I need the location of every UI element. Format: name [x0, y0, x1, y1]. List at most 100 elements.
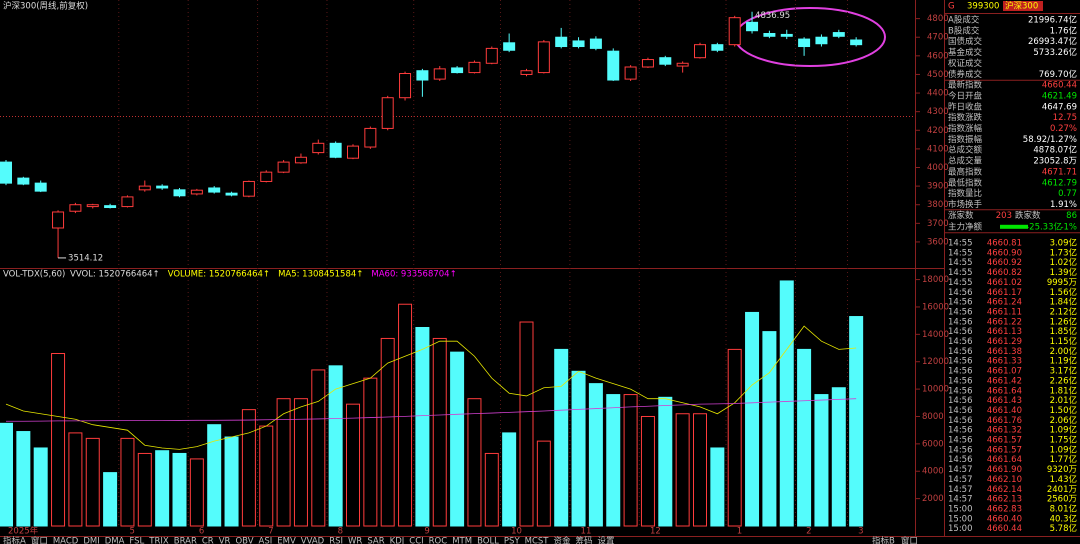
- tab[interactable]: 指标B: [872, 536, 895, 544]
- trade-volume: 5.78亿: [1050, 523, 1077, 534]
- candle-body: [190, 189, 203, 195]
- panel-name: 沪深300: [1005, 1, 1038, 12]
- trade-volume: 1.09亿: [1050, 425, 1077, 436]
- tab[interactable]: CR: [202, 537, 214, 544]
- tab[interactable]: SAR: [367, 537, 384, 544]
- trade-price: 4661.90: [987, 465, 1022, 475]
- trade-price: 4661.33: [987, 357, 1022, 367]
- tab[interactable]: RSI: [329, 537, 343, 544]
- y-tick-label: 4800: [927, 14, 949, 24]
- trade-time: 14:55: [948, 258, 973, 268]
- tab[interactable]: OBV: [235, 537, 253, 544]
- trade-time: 14:56: [948, 298, 973, 308]
- trade-volume: 40.3亿: [1050, 513, 1077, 524]
- tab[interactable]: EMV: [277, 537, 296, 544]
- volume-bar: [797, 348, 812, 527]
- tab[interactable]: ROC: [429, 537, 448, 544]
- trade-volume: 2.06亿: [1050, 415, 1077, 426]
- trade-time: 14:56: [948, 436, 973, 446]
- tab[interactable]: 窗口: [901, 536, 918, 544]
- trade-volume: 1.81亿: [1050, 385, 1077, 396]
- tab[interactable]: VR: [219, 537, 231, 544]
- tab[interactable]: 筹码: [576, 536, 593, 544]
- tab[interactable]: DMI: [83, 537, 99, 544]
- y-tick-label: 18000: [922, 275, 949, 285]
- x-tick-label: 12: [650, 527, 661, 537]
- trade-volume: 1.85亿: [1050, 326, 1077, 337]
- volume-bar: [710, 447, 725, 527]
- trade-volume: 1.19亿: [1050, 356, 1077, 367]
- y-tick-label: 4100: [927, 144, 949, 154]
- trade-time: 14:57: [948, 465, 973, 475]
- trade-time: 14:56: [948, 455, 973, 465]
- candle-body: [676, 62, 689, 67]
- trade-volume: 3.09亿: [1050, 238, 1077, 249]
- tab[interactable]: TRIX: [148, 537, 169, 544]
- candle-body: [34, 182, 47, 192]
- candle-body: [329, 142, 342, 158]
- row-value: 4660.44: [1042, 81, 1077, 91]
- trade-price: 4661.43: [987, 396, 1022, 406]
- tab[interactable]: MCST: [525, 537, 550, 544]
- tab[interactable]: ASI: [259, 537, 273, 544]
- volume-bar: [172, 452, 187, 527]
- candle-body: [728, 17, 741, 46]
- tab[interactable]: PSY: [504, 537, 521, 544]
- y-tick-label: 14000: [922, 330, 949, 340]
- row-label: 昨日收盘: [948, 101, 983, 112]
- tab[interactable]: 资金: [554, 536, 572, 544]
- tab[interactable]: VVAD: [301, 537, 325, 544]
- volume-bar: [224, 436, 239, 527]
- y-tick-label: 4400: [927, 89, 949, 99]
- trade-time: 14:55: [948, 278, 973, 288]
- volume-bar: [328, 365, 343, 527]
- trade-volume: 1.75亿: [1050, 435, 1077, 446]
- candle-body: [763, 33, 776, 37]
- tab[interactable]: CCI: [409, 537, 423, 544]
- trade-price: 4661.57: [987, 445, 1022, 455]
- candle-body: [503, 42, 516, 51]
- tab[interactable]: FSL: [129, 537, 144, 544]
- trade-volume: 1.77亿: [1050, 454, 1077, 465]
- tab[interactable]: 指标A: [3, 536, 26, 544]
- tab[interactable]: MTM: [452, 537, 472, 544]
- row-value: 1.76亿: [1050, 25, 1077, 36]
- tab[interactable]: 设置: [598, 536, 616, 544]
- trade-volume: 1.15亿: [1050, 336, 1077, 347]
- trade-price: 4662.10: [987, 475, 1022, 485]
- candle-body: [156, 185, 169, 189]
- tab[interactable]: WR: [348, 537, 362, 544]
- candle-body: [815, 36, 828, 45]
- tab[interactable]: 窗口: [31, 536, 48, 544]
- tab[interactable]: DMA: [105, 537, 125, 544]
- volume-bar: [450, 351, 465, 527]
- x-tick-label: 7: [268, 527, 273, 537]
- trade-price: 4660.90: [987, 248, 1022, 258]
- tab[interactable]: BRAR: [174, 537, 197, 544]
- x-tick-label: 11: [581, 527, 592, 537]
- volume-bar: [33, 447, 48, 527]
- trade-volume: 8.01亿: [1050, 503, 1077, 514]
- tab[interactable]: BOLL: [477, 537, 499, 544]
- volume-bar: [103, 472, 118, 527]
- row-value: 4671.71: [1042, 167, 1077, 177]
- candle-body: [832, 32, 845, 37]
- trade-time: 14:56: [948, 288, 973, 298]
- volume-bar: [467, 398, 482, 527]
- panel-prefix: G: [948, 2, 955, 12]
- y-tick-label: 16000: [922, 302, 949, 312]
- y-tick-label: 3700: [927, 219, 949, 229]
- trade-price: 4661.64: [987, 455, 1022, 465]
- row-label: 市场换手: [948, 199, 983, 210]
- trade-price: 4662.13: [987, 495, 1022, 505]
- tab[interactable]: MACD: [53, 537, 79, 544]
- volume-bar: [536, 440, 551, 527]
- volume-bar: [571, 370, 586, 527]
- tab[interactable]: KDJ: [390, 537, 405, 544]
- volume-bar: [606, 394, 621, 527]
- y-tick-label: 3900: [927, 182, 949, 192]
- y-tick-label: 4700: [927, 33, 949, 43]
- high-label: 4836.95: [755, 11, 790, 21]
- candle-body: [312, 142, 325, 154]
- candle-body: [86, 204, 99, 208]
